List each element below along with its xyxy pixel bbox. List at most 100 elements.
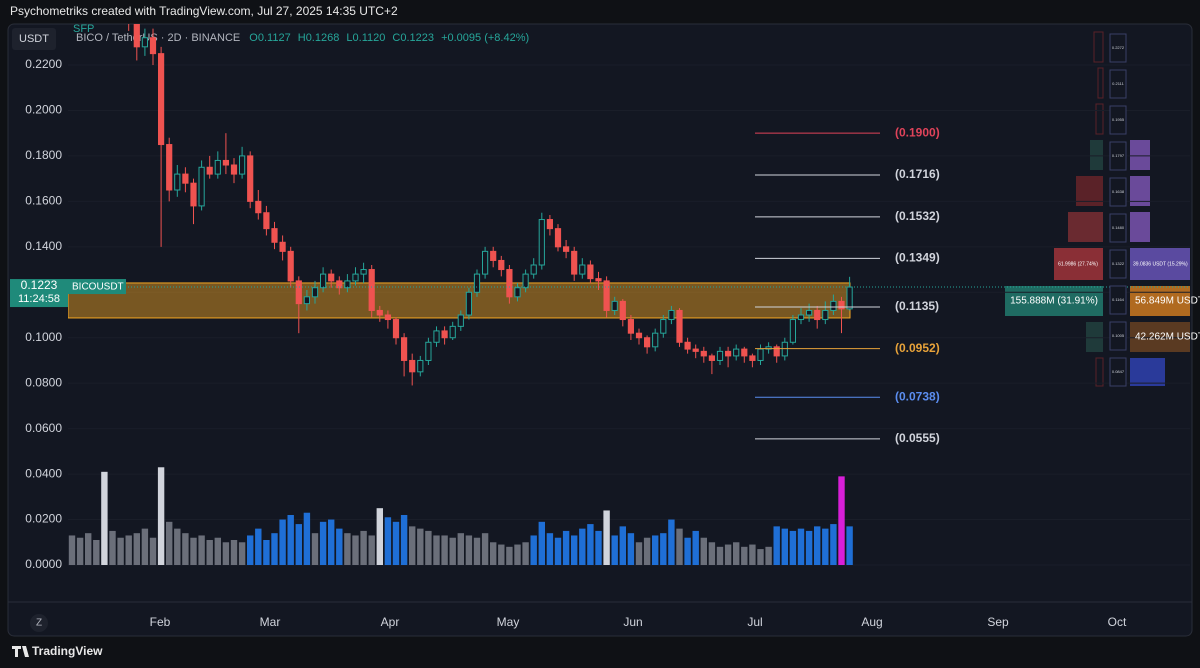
candle-body xyxy=(368,269,375,311)
volume-bar xyxy=(230,540,238,565)
fib-label: (0.1716) xyxy=(895,167,940,181)
candle-body xyxy=(158,53,165,146)
chart-panel xyxy=(7,23,1193,637)
volume-bar xyxy=(765,546,772,565)
x-tick-label: Oct xyxy=(1108,615,1127,629)
candle-body xyxy=(595,278,602,282)
volume-bar xyxy=(652,535,659,565)
symbol-tag-label: BICOUSDT xyxy=(72,282,124,293)
candle-body xyxy=(401,337,408,361)
candle-body xyxy=(149,37,157,55)
candle-body xyxy=(571,250,578,275)
zoom-button[interactable] xyxy=(30,614,48,632)
volume-bar xyxy=(376,508,383,565)
volume-bar xyxy=(530,535,537,565)
candle-body xyxy=(482,250,489,275)
candle-body xyxy=(287,250,294,282)
candle-body xyxy=(263,212,270,230)
candle-body xyxy=(206,166,213,175)
candle-body xyxy=(449,325,456,339)
profile-price: 0.1322 xyxy=(1112,261,1125,266)
volume-bar xyxy=(676,528,683,565)
volume-bar xyxy=(506,546,513,565)
volume-bar xyxy=(741,546,748,565)
volume-bar xyxy=(619,526,626,565)
volume-bar xyxy=(384,517,392,565)
candle-body xyxy=(473,273,481,293)
zoom-label[interactable]: Z xyxy=(36,618,42,629)
price-tag-countdown: 11:24:58 xyxy=(18,293,60,305)
profile-right-label: 42.262M USDT (2 xyxy=(1135,332,1200,343)
volume-bar xyxy=(409,526,416,565)
volume-bar xyxy=(749,544,756,565)
volume-bar xyxy=(303,512,311,565)
volume-bar xyxy=(457,533,464,565)
candle-body xyxy=(182,173,189,184)
candle-body xyxy=(425,341,432,361)
x-tick-label: Feb xyxy=(150,615,171,629)
candle-body xyxy=(684,341,691,350)
volume-bar xyxy=(101,471,108,565)
profile-bar xyxy=(1130,212,1150,242)
profile-price-box xyxy=(1109,321,1127,351)
profile-bar xyxy=(1090,140,1103,170)
annotation: SFP xyxy=(73,23,94,35)
volume-bar xyxy=(93,540,100,565)
volume-bar xyxy=(692,530,699,565)
volume-bar xyxy=(319,521,327,565)
volume-bar xyxy=(271,533,278,565)
currency-box xyxy=(12,28,56,50)
volume-bar xyxy=(441,535,448,565)
profile-left-label: 155.888M (31.91%) xyxy=(1010,296,1098,307)
volume-bar xyxy=(417,528,424,565)
candle-body xyxy=(295,280,302,305)
candle-body xyxy=(530,264,537,275)
volume-bar xyxy=(668,519,675,565)
volume-bar xyxy=(206,540,213,565)
currency: USDT xyxy=(19,33,49,45)
y-tick-label: 0.0000 xyxy=(25,557,62,571)
volume-bar xyxy=(449,537,456,565)
profile-bar xyxy=(1095,103,1104,135)
volume-bar xyxy=(595,530,602,565)
candle-body xyxy=(603,280,610,311)
profile-price: 0.2272 xyxy=(1112,45,1125,50)
profile-price: 0.1638 xyxy=(1112,189,1125,194)
volume-bar xyxy=(643,537,651,565)
profile-price-box xyxy=(1109,33,1127,63)
volume-bar xyxy=(822,528,829,565)
volume-bar xyxy=(433,535,440,565)
candle-body xyxy=(230,164,238,175)
symbol: BICO / TetherUS · 2D · BINANCE xyxy=(76,32,240,44)
profile-bar xyxy=(1130,248,1190,280)
volume-bar xyxy=(344,533,351,565)
volume-bar xyxy=(611,535,618,565)
volume-bar xyxy=(425,530,432,565)
candle-body xyxy=(222,159,230,166)
volume-bar xyxy=(838,476,845,565)
y-tick-label: 0.0400 xyxy=(25,466,62,480)
x-tick-label: Aug xyxy=(861,615,882,629)
volume-bar xyxy=(311,533,319,565)
candle-body xyxy=(611,300,618,311)
candle-body xyxy=(498,259,505,271)
profile-price-box xyxy=(1109,213,1127,243)
candle-body xyxy=(838,300,845,310)
candle-body xyxy=(652,332,659,348)
y-tick-label: 0.2200 xyxy=(25,57,62,71)
legend-low: L0.1120 xyxy=(346,32,385,44)
candle-body xyxy=(676,309,683,343)
y-tick-label: 0.0800 xyxy=(25,375,62,389)
volume-bar xyxy=(125,535,132,565)
candle-body xyxy=(579,264,586,275)
volume-bar xyxy=(733,542,740,565)
volume-bar xyxy=(287,515,294,565)
volume-bar xyxy=(562,530,570,565)
candle-body xyxy=(733,348,740,357)
volume-bar xyxy=(481,533,489,565)
candle-body xyxy=(708,355,715,361)
volume-bar xyxy=(716,546,724,565)
candle-body xyxy=(247,155,254,202)
profile-bar xyxy=(1054,248,1103,280)
